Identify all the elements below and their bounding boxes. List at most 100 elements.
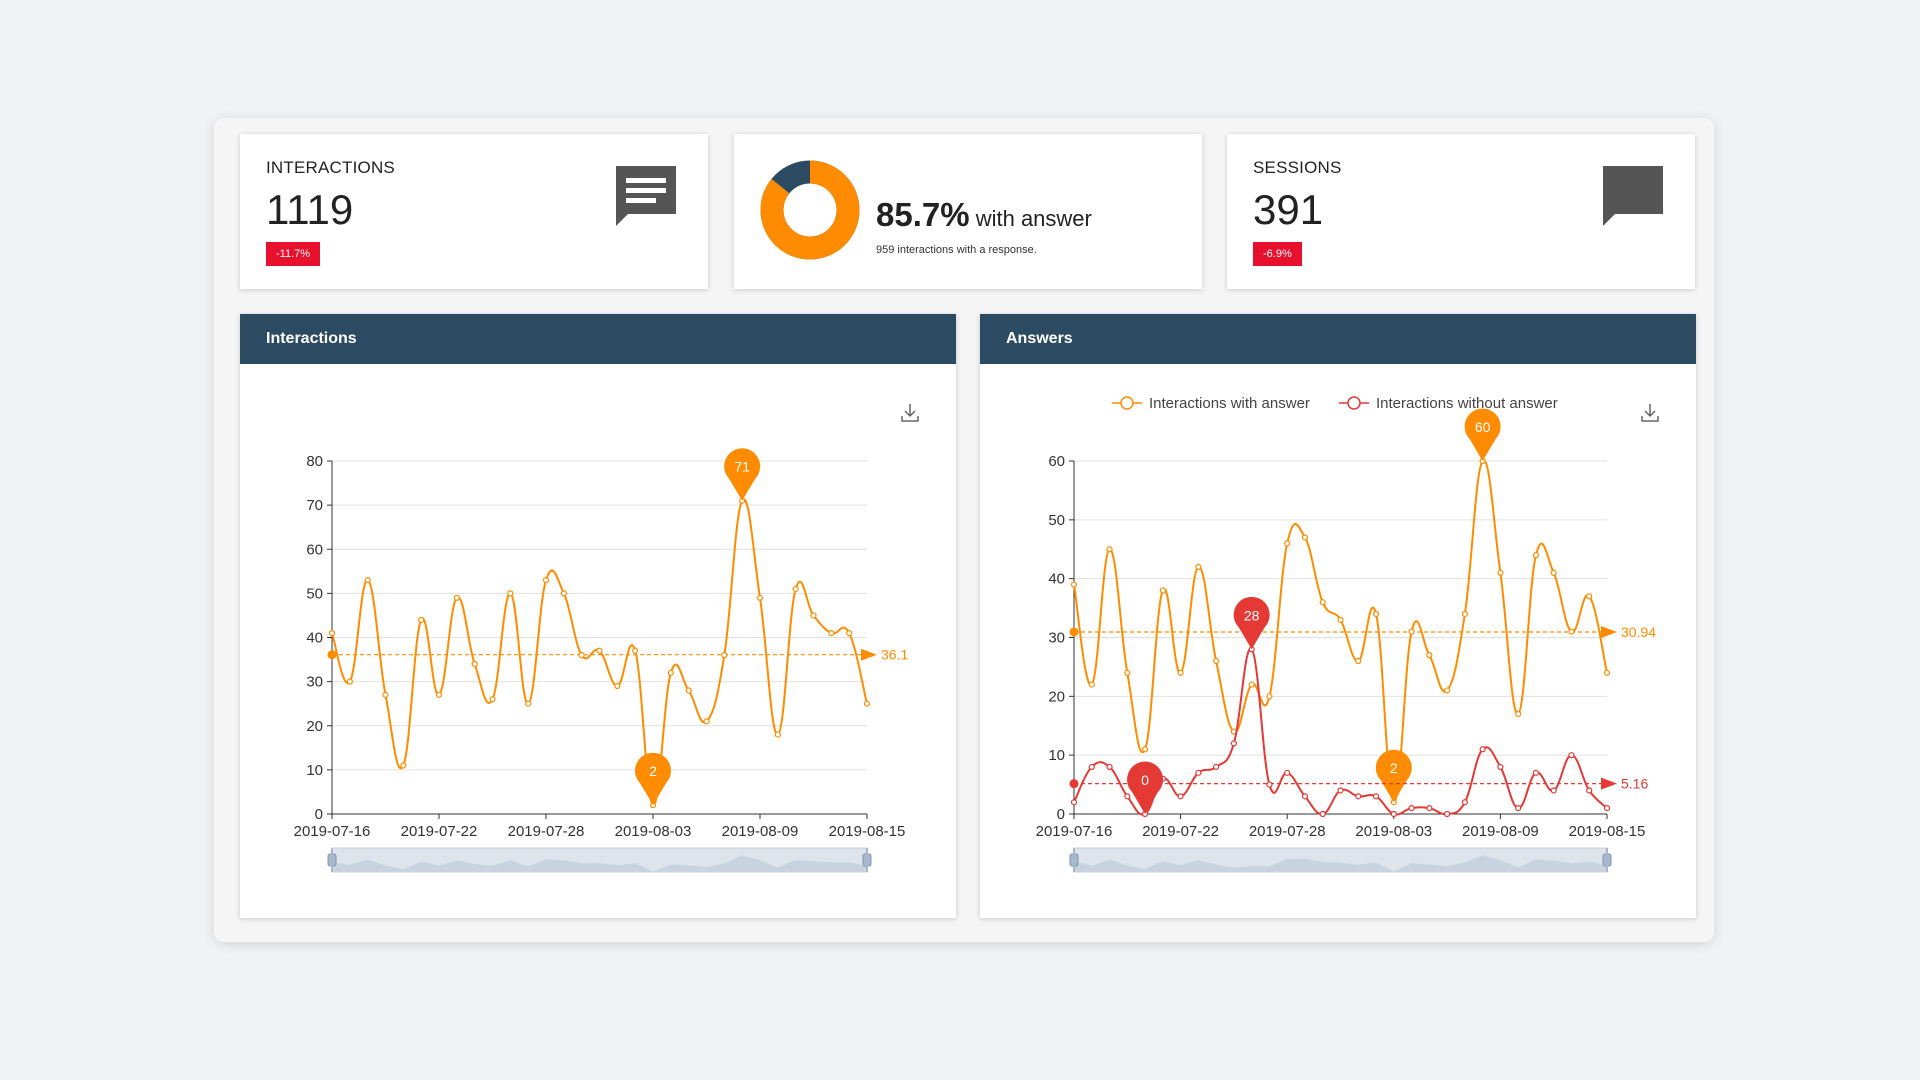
x-tick-label: 2019-07-28 — [508, 823, 585, 840]
data-point — [578, 652, 585, 659]
data-point — [1550, 569, 1557, 576]
marker-pin — [1464, 408, 1501, 461]
data-point — [1515, 710, 1522, 718]
data-point — [1284, 540, 1291, 547]
data-point — [1337, 616, 1344, 623]
answer-rate-subtitle: 959 interactions with a response. — [876, 244, 1037, 256]
data-point — [1408, 628, 1415, 635]
x-tick-label: 2019-08-09 — [1462, 823, 1539, 840]
data-point — [1301, 793, 1309, 800]
data-point — [1444, 687, 1451, 694]
data-point — [1603, 805, 1611, 812]
marker-pin-label: 0 — [1141, 772, 1149, 788]
marker-pin-label: 28 — [1244, 607, 1260, 623]
data-point — [1213, 763, 1220, 771]
data-point — [1372, 610, 1380, 618]
data-point — [1319, 810, 1326, 818]
data-point — [1426, 652, 1433, 659]
data-point — [1390, 810, 1397, 818]
sessions-change-badge: -6.9% — [1253, 242, 1302, 266]
average-start-dot — [1069, 627, 1079, 637]
interactions-change-badge: -11.7% — [266, 242, 321, 266]
marker-pin — [1233, 596, 1270, 650]
data-point — [435, 691, 443, 698]
data-point — [453, 594, 460, 601]
data-point — [400, 762, 407, 769]
data-point — [1106, 546, 1113, 553]
y-tick-label: 40 — [1048, 571, 1065, 588]
data-point — [1106, 763, 1113, 771]
zoom-slider-preview — [1074, 855, 1607, 872]
average-label: 5.16 — [1621, 776, 1648, 792]
y-tick-label: 0 — [315, 806, 323, 823]
x-tick-label: 2019-07-22 — [1142, 823, 1219, 840]
download-icon-glyph — [1641, 404, 1659, 422]
data-point — [1355, 657, 1362, 665]
x-tick-label: 2019-08-03 — [1355, 823, 1432, 840]
x-tick-label: 2019-07-22 — [401, 823, 478, 840]
answer-rate-line: 85.7% with answer — [876, 196, 1092, 234]
data-point — [667, 669, 674, 676]
data-point — [1159, 587, 1166, 594]
x-tick-label: 2019-08-03 — [615, 823, 692, 840]
data-point — [346, 678, 353, 685]
sessions-kpi-title: SESSIONS — [1253, 158, 1342, 177]
data-point — [632, 647, 639, 654]
data-point — [418, 616, 425, 623]
answers-chart-panel: Answers Interactions with answer Interact… — [980, 314, 1696, 918]
marker-pin — [635, 752, 671, 806]
message-text-icon — [614, 164, 678, 233]
data-point — [614, 682, 621, 690]
data-point — [846, 629, 853, 637]
data-point — [328, 629, 336, 637]
data-point — [1515, 805, 1522, 812]
data-point — [721, 652, 728, 659]
y-tick-label: 30 — [1048, 630, 1065, 647]
data-point — [774, 731, 781, 738]
y-tick-label: 10 — [306, 762, 323, 779]
data-point — [1266, 693, 1273, 700]
data-point — [1461, 610, 1468, 618]
average-start-dot — [327, 650, 337, 660]
data-point — [1550, 787, 1557, 794]
y-tick-label: 30 — [306, 674, 323, 691]
data-point — [703, 718, 710, 725]
answer-rate-kpi-card: 85.7% with answer 959 interactions with … — [734, 134, 1202, 289]
data-point — [1586, 593, 1593, 600]
data-point — [1444, 810, 1451, 818]
data-point — [1568, 752, 1575, 759]
data-point — [792, 585, 799, 593]
data-point — [1372, 793, 1380, 800]
answers-line-chart: Interactions with answer Interactions wit… — [1036, 395, 1659, 873]
answer-rate-donut — [760, 160, 860, 260]
data-point — [1532, 552, 1540, 559]
data-point — [1088, 681, 1095, 688]
message-icon — [1601, 164, 1665, 233]
marker-pin-label: 2 — [1390, 760, 1398, 776]
data-point — [828, 629, 835, 637]
data-point — [1532, 769, 1540, 776]
data-point — [560, 590, 567, 597]
answer-rate-percent: 85.7% — [876, 196, 970, 233]
data-point — [1177, 669, 1184, 676]
data-point — [1337, 787, 1344, 794]
data-point — [1088, 763, 1095, 771]
data-point — [1479, 746, 1486, 753]
y-tick-label: 80 — [306, 453, 323, 470]
average-arrow — [861, 648, 877, 661]
interactions-chart-panel: Interactions 0 10 20 30 40 50 60 70 80 2019-07-16… — [240, 314, 956, 918]
data-point — [1568, 628, 1575, 635]
x-tick-label: 2019-08-15 — [829, 823, 906, 840]
data-point — [1461, 799, 1468, 806]
x-tick-label: 2019-08-09 — [722, 823, 799, 840]
sessions-kpi-value: 391 — [1253, 186, 1324, 233]
download-icon-glyph — [901, 404, 919, 422]
average-arrow — [1601, 625, 1617, 638]
sessions-kpi-card: SESSIONS 391 -6.9% — [1227, 134, 1695, 289]
legend-label: Interactions with answer — [1149, 395, 1310, 412]
data-point — [1248, 681, 1255, 688]
data-point — [507, 590, 514, 597]
interactions-kpi-card: INTERACTIONS 1119 -11.7% — [240, 134, 708, 289]
data-point — [1408, 805, 1415, 812]
y-tick-label: 0 — [1057, 806, 1065, 823]
